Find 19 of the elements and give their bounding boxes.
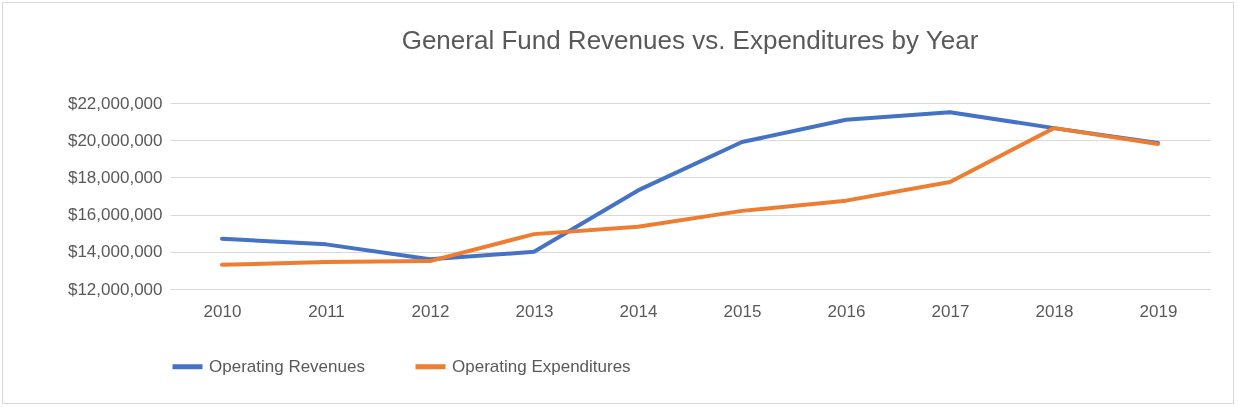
x-tick-label: 2011 [308, 301, 345, 321]
y-tick-label: $22,000,000 [67, 93, 163, 113]
x-tick-label: 2015 [723, 301, 762, 321]
chart-title: General Fund Revenues vs. Expenditures by Year [401, 25, 979, 55]
y-tick-label: $12,000,000 [67, 279, 163, 299]
legend-label: Operating Revenues [209, 356, 365, 376]
y-tick-label: $14,000,000 [67, 242, 163, 262]
x-tick-label: 2019 [1139, 301, 1178, 321]
y-tick-label: $20,000,000 [67, 130, 163, 150]
x-tick-label: 2010 [203, 301, 242, 321]
x-tick-label: 2016 [827, 301, 866, 321]
x-tick-label: 2013 [515, 301, 554, 321]
x-tick-label: 2018 [1035, 301, 1074, 321]
x-tick-label: 2017 [931, 301, 970, 321]
x-tick-label: 2014 [619, 301, 658, 321]
y-tick-label: $18,000,000 [67, 167, 163, 187]
x-tick-label: 2012 [411, 301, 450, 321]
y-tick-label: $16,000,000 [67, 205, 163, 225]
legend-label: Operating Expenditures [452, 356, 631, 376]
